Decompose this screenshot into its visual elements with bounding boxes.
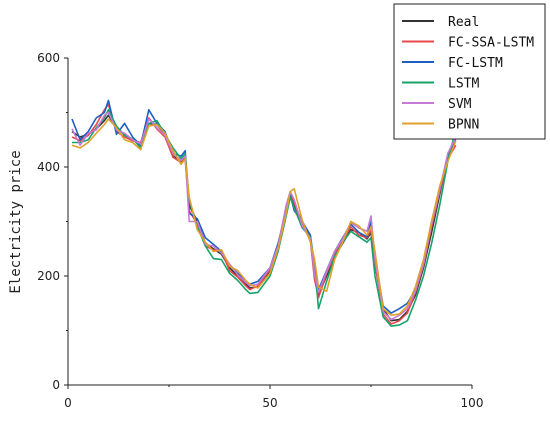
legend-label-1: FC-SSA-LSTM xyxy=(448,36,534,51)
legend-label-2: FC-LSTM xyxy=(448,56,503,71)
y-tick-label-3: 600 xyxy=(37,51,60,65)
legend-label-4: SVM xyxy=(448,97,472,112)
y-axis-label: Electricity price xyxy=(8,150,24,293)
legend-label-0: Real xyxy=(448,15,479,30)
series-line-5 xyxy=(71,118,457,316)
legend-box xyxy=(393,3,546,140)
legend-label-5: BPNN xyxy=(448,118,479,133)
x-tick-label-1: 50 xyxy=(262,396,277,410)
series-line-3 xyxy=(72,109,457,327)
y-tick-label-0: 0 xyxy=(52,378,60,392)
legend-label-3: LSTM xyxy=(448,77,479,92)
y-tick-label-1: 200 xyxy=(37,269,60,283)
series-line-4 xyxy=(71,111,457,321)
x-tick-label-0: 0 xyxy=(64,396,72,410)
x-tick-label-2: 100 xyxy=(461,396,484,410)
series-line-0 xyxy=(71,114,457,322)
axes: 0 200 400 600 0 50 100 xyxy=(37,51,483,410)
series-layer xyxy=(71,99,457,327)
legend: Real FC-SSA-LSTM FC-LSTM LSTM SVM BPNN xyxy=(393,3,546,140)
y-tick-label-2: 400 xyxy=(37,160,60,174)
